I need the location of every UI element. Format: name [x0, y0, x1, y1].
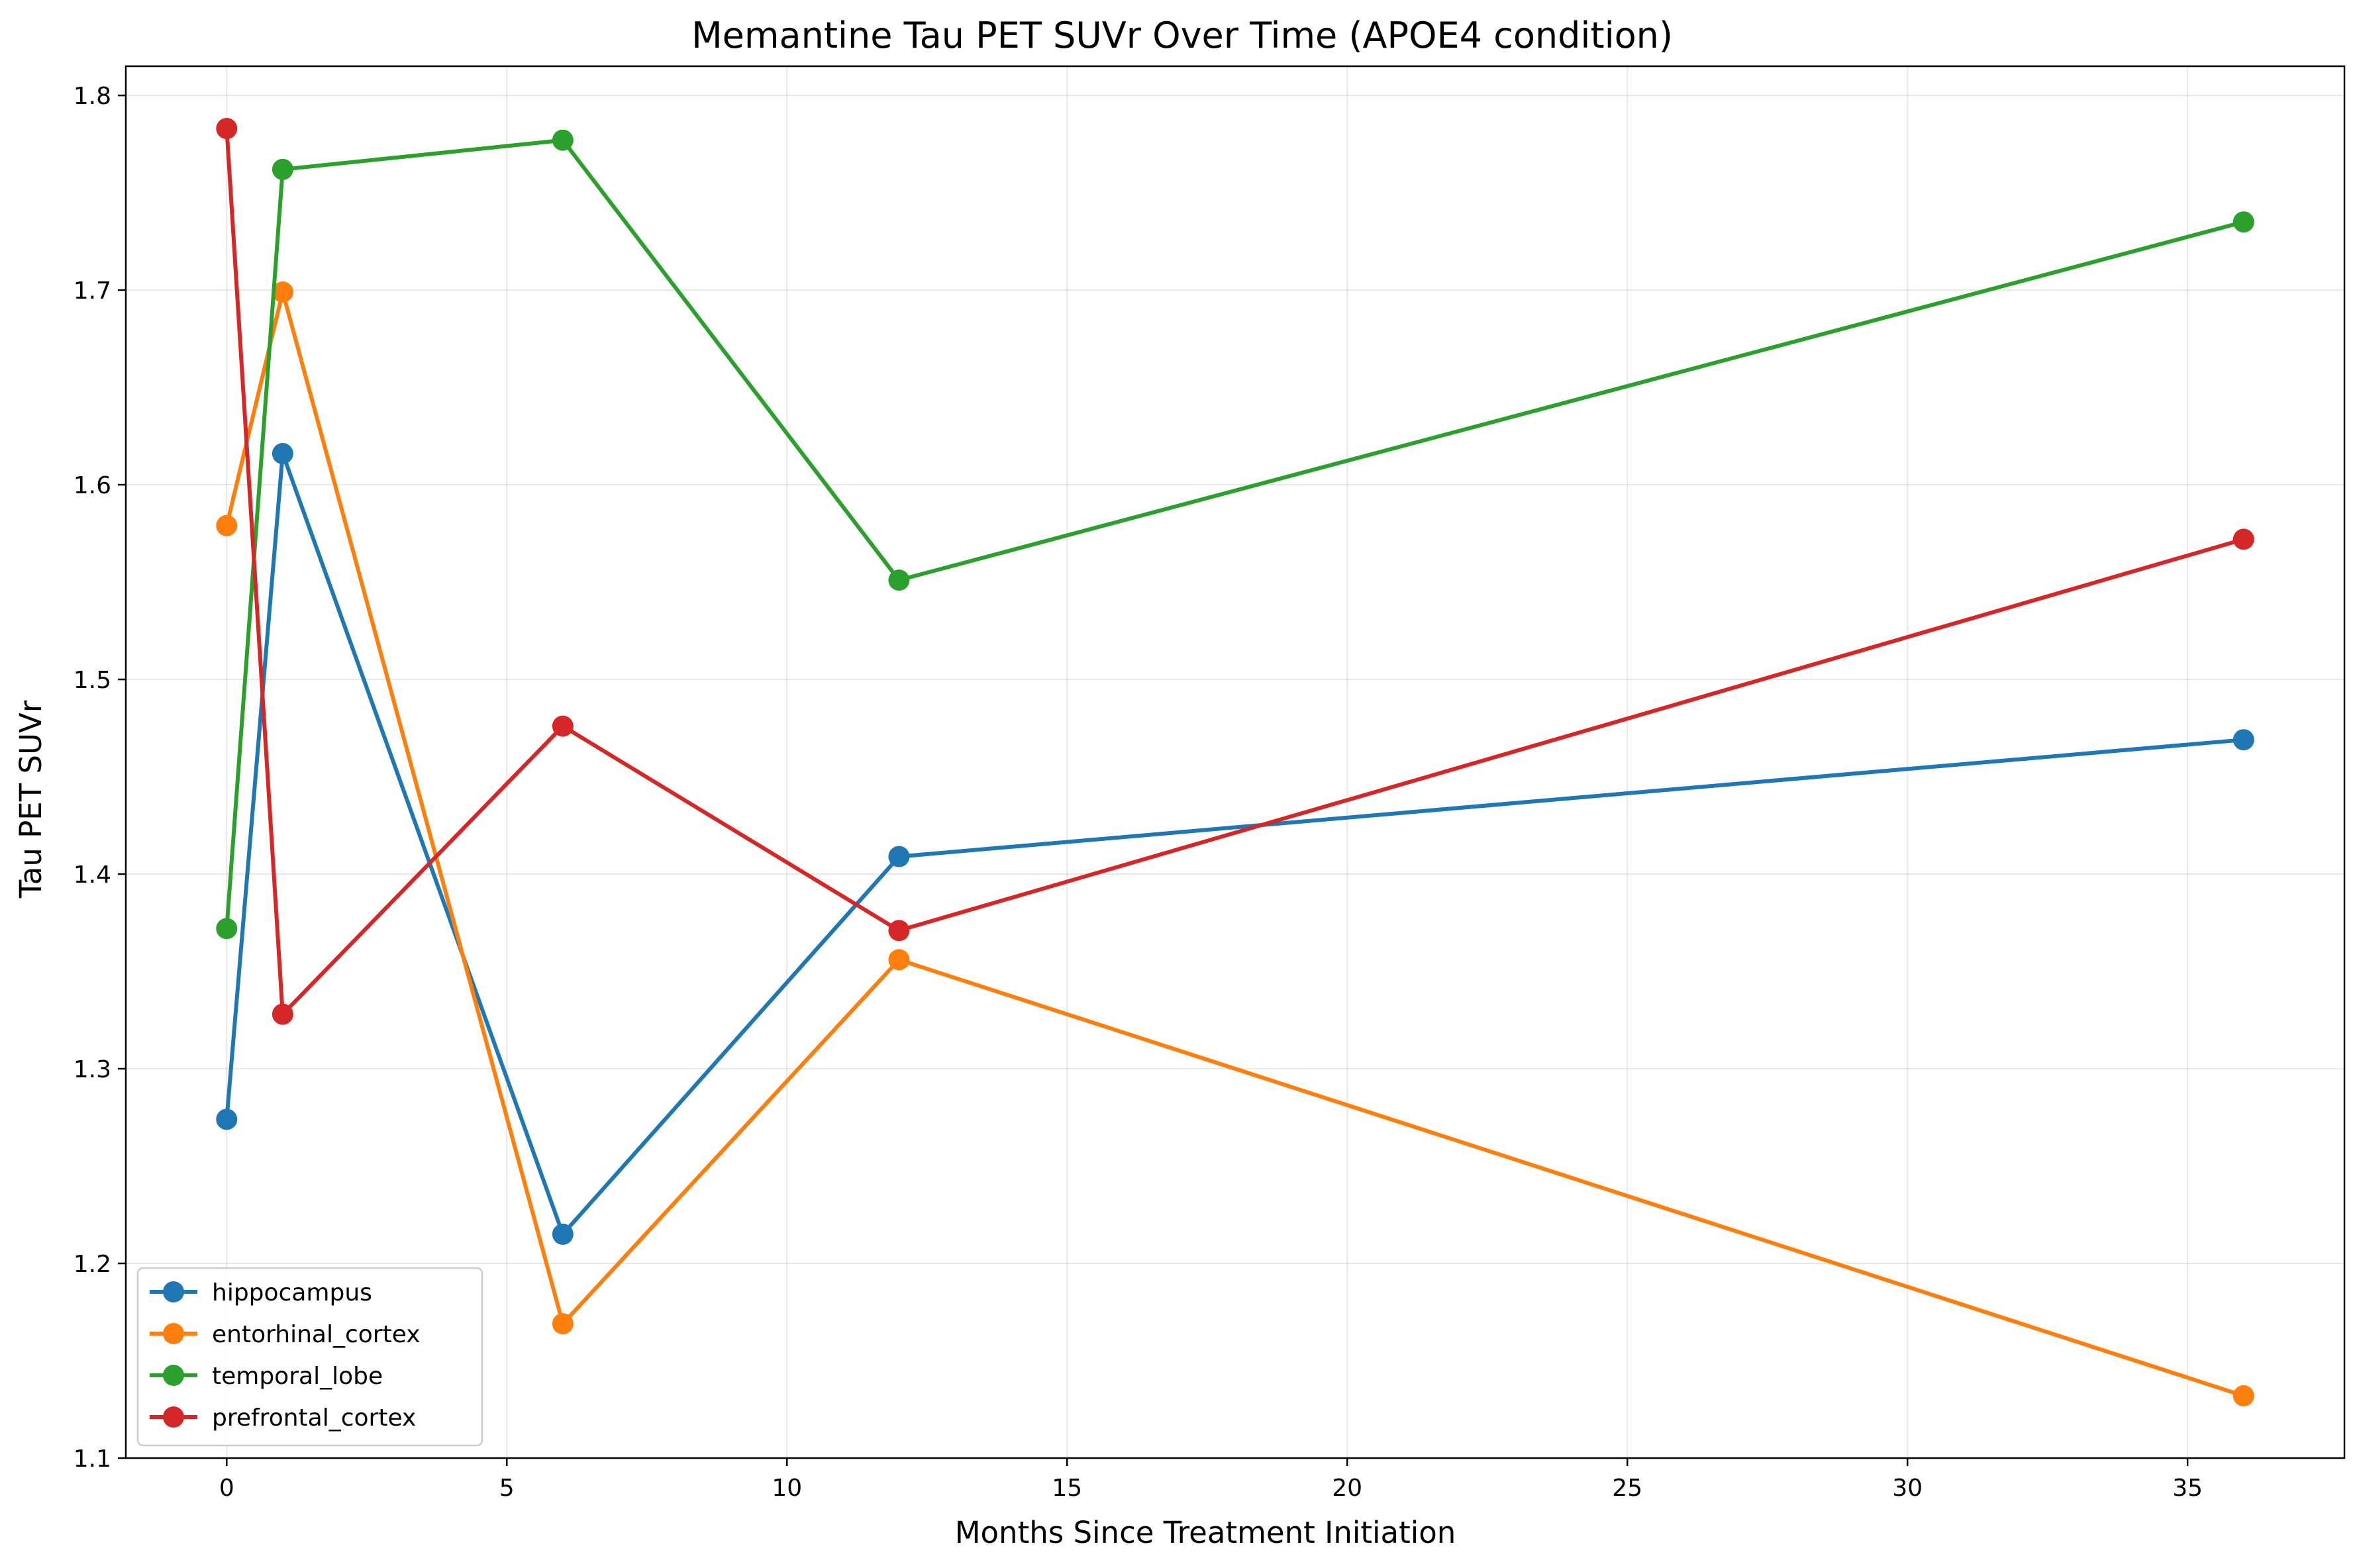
series-prefrontal_cortex [216, 118, 2254, 1025]
plot-frame [125, 65, 2346, 1459]
legend-marker [163, 1281, 184, 1302]
y-tick-label: 1.8 [74, 83, 111, 110]
y-tick-label: 1.1 [74, 1446, 111, 1473]
legend-item: entorhinal_cortex [150, 1321, 421, 1348]
y-tick-label: 1.5 [74, 667, 111, 694]
data-point [272, 1003, 293, 1025]
data-point [272, 158, 293, 180]
legend-label: hippocampus [212, 1279, 372, 1306]
y-tick-label: 1.3 [74, 1056, 111, 1083]
legend-label: temporal_lobe [212, 1363, 383, 1390]
data-point [2233, 528, 2254, 550]
legend-box [136, 1267, 483, 1447]
x-tick-label: 0 [219, 1475, 234, 1502]
series-hippocampus [216, 443, 2254, 1245]
ticks: 0 5 10 15 20 25 30 35 1.1 1.2 1.3 1.4 1.5 1.6 1.7 1.8 [74, 83, 2203, 1502]
series-layer [216, 118, 2254, 1406]
data-point [552, 129, 574, 151]
legend: hippocampus entorhinal_cortex temporal_lob… [136, 1267, 483, 1447]
data-point [888, 920, 910, 942]
y-tick-label: 1.6 [74, 472, 111, 499]
legend-item: temporal_lobe [150, 1363, 383, 1390]
x-tick-label: 15 [1052, 1475, 1082, 1502]
data-point [552, 1223, 574, 1245]
data-point [888, 569, 910, 591]
legend-item: prefrontal_cortex [150, 1404, 416, 1432]
data-point [216, 918, 238, 940]
data-point [216, 118, 238, 140]
x-tick-label: 35 [2172, 1475, 2203, 1502]
data-point [272, 281, 293, 303]
data-point [216, 514, 238, 536]
data-point [552, 1313, 574, 1335]
chart-title: Memantine Tau PET SUVr Over Time (APOE4 … [691, 15, 1673, 56]
legend-item: hippocampus [150, 1279, 372, 1306]
legend-label: prefrontal_cortex [212, 1404, 416, 1432]
data-point [2233, 211, 2254, 233]
legend-label: entorhinal_cortex [212, 1321, 421, 1348]
x-tick-label: 20 [1332, 1475, 1362, 1502]
x-tick-label: 30 [1892, 1475, 1923, 1502]
data-point [2233, 729, 2254, 751]
legend-marker [163, 1365, 184, 1386]
x-tick-label: 25 [1612, 1475, 1642, 1502]
data-point [888, 949, 910, 971]
x-tick-label: 10 [772, 1475, 802, 1502]
y-axis-label: Tau PET SUVr [13, 700, 48, 899]
data-point [2233, 1385, 2254, 1406]
series-entorhinal_cortex [216, 281, 2254, 1406]
x-tick-label: 5 [499, 1475, 515, 1502]
series-temporal_lobe [216, 129, 2254, 940]
data-point [888, 846, 910, 867]
y-tick-label: 1.4 [74, 861, 111, 889]
legend-marker [163, 1406, 184, 1428]
x-axis-label: Months Since Treatment Initiation [955, 1515, 1456, 1550]
data-point [272, 443, 293, 465]
legend-marker [163, 1323, 184, 1344]
y-tick-label: 1.2 [74, 1251, 111, 1278]
data-point [216, 1108, 238, 1130]
data-point [552, 715, 574, 737]
y-tick-label: 1.7 [74, 277, 111, 305]
